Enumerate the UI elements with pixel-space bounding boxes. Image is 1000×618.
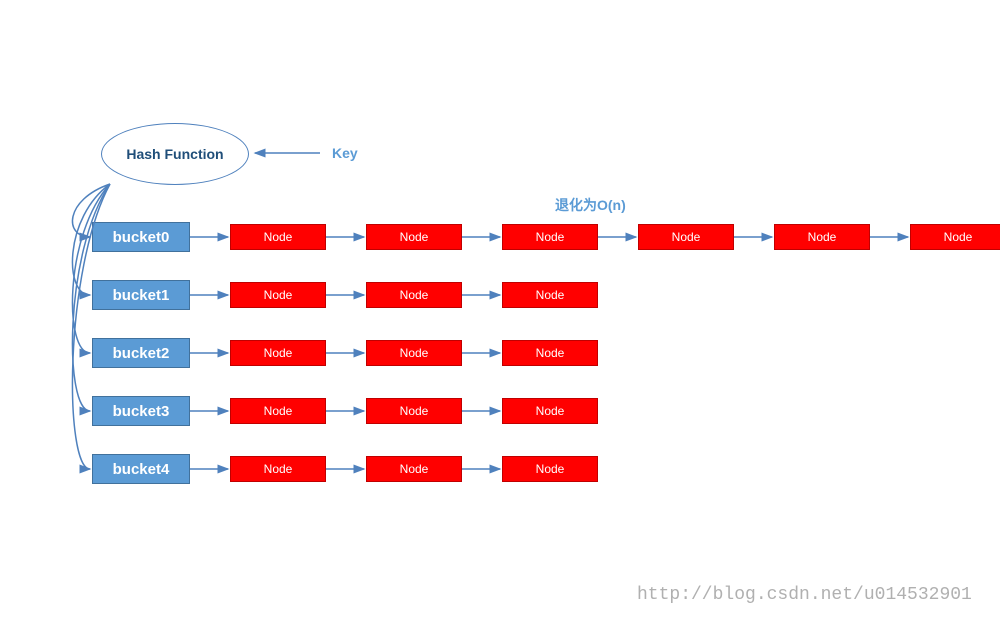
bucket-label: bucket0 xyxy=(113,229,170,246)
bucket-label: bucket3 xyxy=(113,403,170,420)
bucket-label: bucket1 xyxy=(113,287,170,304)
bucket-3: bucket3 xyxy=(92,396,190,426)
node-label: Node xyxy=(264,462,293,476)
node-4-2: Node xyxy=(502,456,598,482)
bucket-2: bucket2 xyxy=(92,338,190,368)
bucket-1: bucket1 xyxy=(92,280,190,310)
bucket-label: bucket2 xyxy=(113,345,170,362)
node-0-1: Node xyxy=(366,224,462,250)
node-0-5: Node xyxy=(910,224,1000,250)
hash-function-label: Hash Function xyxy=(126,146,223,162)
watermark-text: http://blog.csdn.net/u014532901 xyxy=(637,585,972,605)
node-0-0: Node xyxy=(230,224,326,250)
node-label: Node xyxy=(400,230,429,244)
bucket-4: bucket4 xyxy=(92,454,190,484)
bucket-0: bucket0 xyxy=(92,222,190,252)
node-label: Node xyxy=(264,288,293,302)
node-2-0: Node xyxy=(230,340,326,366)
node-4-0: Node xyxy=(230,456,326,482)
node-label: Node xyxy=(264,404,293,418)
node-2-1: Node xyxy=(366,340,462,366)
node-label: Node xyxy=(536,288,565,302)
key-label: Key xyxy=(332,145,358,161)
bucket-label: bucket4 xyxy=(113,461,170,478)
node-label: Node xyxy=(400,346,429,360)
node-label: Node xyxy=(536,462,565,476)
node-label: Node xyxy=(400,288,429,302)
node-1-1: Node xyxy=(366,282,462,308)
node-0-3: Node xyxy=(638,224,734,250)
node-label: Node xyxy=(400,462,429,476)
node-label: Node xyxy=(264,230,293,244)
degrade-label: 退化为O(n) xyxy=(555,195,626,215)
node-label: Node xyxy=(536,230,565,244)
node-3-0: Node xyxy=(230,398,326,424)
node-label: Node xyxy=(264,346,293,360)
node-label: Node xyxy=(944,230,973,244)
hash-function-ellipse: Hash Function xyxy=(101,123,249,185)
node-label: Node xyxy=(536,404,565,418)
node-label: Node xyxy=(672,230,701,244)
node-2-2: Node xyxy=(502,340,598,366)
node-3-1: Node xyxy=(366,398,462,424)
node-label: Node xyxy=(808,230,837,244)
node-label: Node xyxy=(400,404,429,418)
node-1-0: Node xyxy=(230,282,326,308)
node-0-4: Node xyxy=(774,224,870,250)
node-0-2: Node xyxy=(502,224,598,250)
node-3-2: Node xyxy=(502,398,598,424)
node-4-1: Node xyxy=(366,456,462,482)
node-1-2: Node xyxy=(502,282,598,308)
node-label: Node xyxy=(536,346,565,360)
